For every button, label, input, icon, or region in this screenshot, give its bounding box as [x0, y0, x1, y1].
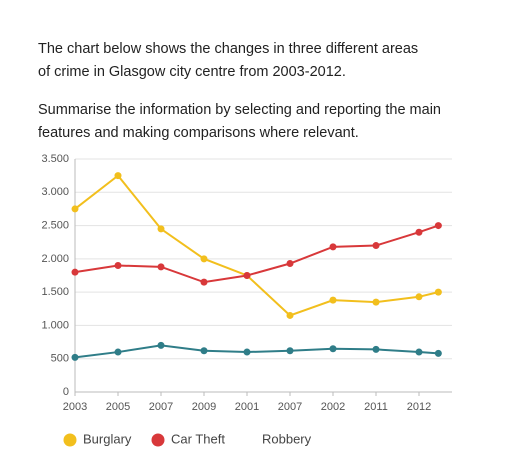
y-tick-label: 1.500	[41, 286, 69, 298]
text-line: features and making comparisons where re…	[38, 125, 359, 141]
data-point	[200, 347, 208, 355]
x-tick-label: 2002	[321, 401, 345, 413]
text-line: of crime in Glasgow city centre from 200…	[38, 64, 346, 80]
legend-label: Car Theft	[171, 431, 225, 446]
x-tick-label: 2012	[407, 401, 431, 413]
data-point	[329, 345, 337, 353]
data-point	[372, 242, 380, 250]
series-line	[74, 344, 439, 359]
y-tick-label: 2.500	[41, 219, 69, 231]
data-point	[434, 349, 442, 357]
y-tick-label: 0	[63, 386, 69, 398]
data-point	[415, 293, 423, 301]
data-point	[157, 225, 165, 233]
legend-label: Robbery	[262, 431, 312, 446]
series-line	[74, 224, 439, 284]
data-point	[200, 255, 208, 263]
x-tick-label: 2005	[106, 401, 130, 413]
data-point	[157, 263, 165, 271]
data-point	[329, 296, 337, 304]
data-point	[286, 260, 294, 268]
data-point	[243, 272, 251, 279]
x-tick-label: 2007	[278, 401, 302, 413]
legend-label: Burglary	[83, 431, 132, 446]
intro-paragraph: The chart below shows the changes in thr…	[38, 38, 418, 84]
data-point	[434, 222, 442, 230]
legend-marker	[63, 433, 77, 447]
x-tick-label: 2001	[235, 401, 259, 413]
data-point	[243, 348, 251, 356]
y-tick-label: 3.000	[41, 186, 69, 198]
data-point	[71, 353, 79, 361]
data-point	[71, 205, 79, 213]
y-tick-label: 3.500	[41, 153, 69, 165]
data-point	[415, 228, 423, 236]
x-tick-label: 2011	[364, 401, 388, 413]
x-tick-label: 2007	[149, 401, 173, 413]
series-line	[74, 174, 439, 317]
data-point	[372, 298, 380, 306]
legend-marker	[151, 433, 165, 447]
data-point	[329, 243, 337, 251]
y-tick-label: 1.000	[41, 319, 69, 331]
data-point	[114, 172, 122, 180]
text-line: Summarise the information by selecting a…	[38, 102, 441, 118]
text-line: The chart below shows the changes in thr…	[38, 41, 419, 57]
y-tick-label: 500	[51, 353, 69, 365]
data-point	[372, 345, 380, 353]
y-tick-label: 2.000	[41, 253, 69, 265]
data-point	[157, 341, 165, 349]
data-point	[434, 288, 442, 296]
data-point	[114, 262, 122, 270]
data-point	[415, 348, 423, 356]
data-point	[286, 347, 294, 355]
data-point	[286, 311, 294, 319]
data-point	[114, 348, 122, 356]
x-tick-label: 2003	[63, 401, 87, 413]
data-point	[71, 268, 79, 276]
data-point	[200, 278, 208, 286]
x-tick-label: 2009	[192, 401, 216, 413]
intro-paragraph: Summarise the information by selecting a…	[38, 99, 441, 145]
